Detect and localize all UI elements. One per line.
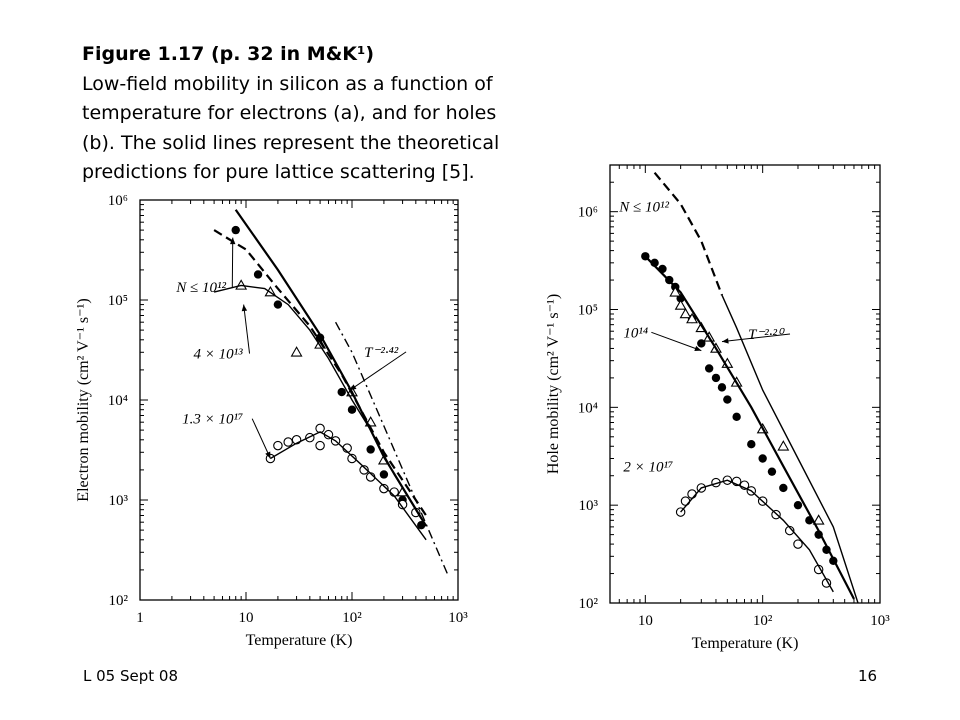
caption-title: Figure 1.17 (p. 32 in M&K¹)	[82, 43, 375, 65]
annotation-arrow	[651, 331, 702, 352]
annotation-arrow	[243, 304, 251, 354]
data-point-open-circle	[379, 483, 389, 494]
annotation-arrowhead	[349, 384, 357, 391]
data-point-open-triangle	[290, 346, 303, 357]
data-point-open-triangle	[669, 286, 682, 297]
curve-dash-dot	[334, 321, 449, 575]
y-tick-label: 10⁴	[108, 393, 128, 409]
data-point-open-triangle	[679, 307, 692, 319]
data-point-open-circle	[315, 440, 325, 451]
footer-date: L 05 Sept 08	[83, 667, 178, 685]
curve-annotation: N ≤ 10¹²	[618, 200, 669, 216]
data-point-open-triangle	[777, 440, 790, 451]
annotation-arrow	[349, 351, 407, 391]
data-point-filled-circle	[793, 500, 803, 510]
x-tick-label: 10	[638, 613, 653, 629]
annotation-arrowhead	[265, 451, 271, 459]
curve-solid	[721, 294, 859, 603]
data-point-filled-circle	[711, 373, 721, 383]
y-tick-label: 10³	[109, 493, 129, 509]
y-tick-label: 10²	[579, 596, 599, 612]
data-point-filled-circle	[253, 270, 263, 279]
data-point-filled-circle	[723, 395, 732, 404]
data-point-filled-circle	[273, 300, 283, 309]
x-tick-label: 10²	[342, 610, 362, 626]
x-axis-label: Temperature (K)	[246, 632, 353, 649]
data-point-open-circle	[784, 525, 795, 536]
data-point-open-circle	[273, 440, 283, 451]
curve-annotation: 4 × 10¹³	[194, 347, 244, 363]
annotation-arrowhead	[229, 237, 236, 245]
data-point-open-circle	[359, 465, 369, 475]
annotation-arrow	[721, 333, 791, 343]
data-point-open-triangle	[686, 312, 698, 324]
x-tick-label: 10	[239, 610, 254, 626]
curve-annotation: 2 × 10¹⁷	[623, 460, 673, 476]
curve-annotation: T⁻²·⁴²	[364, 345, 399, 361]
data-point-filled-circle	[337, 387, 346, 397]
data-point-open-circle	[793, 539, 803, 549]
data-point-open-circle	[680, 496, 691, 506]
slide-number: 16	[858, 667, 878, 685]
y-axis-label: Electron mobility (cm² V⁻¹ s⁻¹)	[75, 298, 92, 501]
data-point-filled-circle	[347, 405, 357, 414]
curve-annotation: 10¹⁴	[623, 325, 648, 341]
curve-solid	[213, 284, 422, 520]
y-tick-label: 10³	[579, 498, 599, 514]
data-point-open-circle	[397, 499, 408, 510]
data-point-filled-circle	[366, 445, 375, 454]
data-point-filled-circle	[767, 467, 777, 476]
x-axis-label: Temperature (K)	[692, 635, 799, 652]
curve-solid	[270, 431, 427, 541]
y-tick-label: 10²	[109, 593, 129, 609]
data-point-open-circle	[347, 453, 357, 464]
annotation-arrowhead	[694, 345, 702, 351]
annotation-arrowhead	[721, 338, 729, 344]
y-tick-label: 10⁶	[578, 205, 598, 221]
curve-annotation: T⁻²·²⁰	[748, 327, 785, 343]
x-tick-label: 10³	[448, 610, 468, 626]
curve-dashed	[213, 229, 428, 517]
figure-caption: Figure 1.17 (p. 32 in M&K¹) Low-field mo…	[82, 40, 602, 188]
curve-annotation: N ≤ 10¹²	[175, 280, 226, 296]
data-point-filled-circle	[779, 483, 788, 493]
curve-solid	[680, 479, 834, 593]
data-point-filled-circle	[732, 412, 741, 422]
caption-line: predictions for pure lattice scattering …	[82, 161, 475, 183]
curve-solid	[234, 209, 428, 527]
curve-solid	[644, 255, 855, 600]
data-point-open-circle	[687, 489, 697, 499]
data-point-filled-circle	[747, 439, 756, 449]
plot-frame	[609, 164, 881, 604]
data-point-open-triangle	[812, 514, 825, 525]
annotation-arrowhead	[241, 304, 248, 312]
data-point-open-circle	[283, 437, 293, 447]
y-tick-label: 10⁶	[108, 193, 128, 209]
y-tick-label: 10⁴	[578, 400, 598, 416]
y-tick-label: 10⁵	[578, 303, 598, 319]
caption-line: Low-field mobility in silicon as a funct…	[82, 72, 493, 95]
data-point-filled-circle	[717, 383, 727, 392]
y-tick-label: 10⁵	[108, 293, 128, 309]
data-point-open-triangle	[674, 299, 687, 310]
caption-line: temperature for electrons (a), and for h…	[82, 102, 497, 124]
data-point-filled-circle	[379, 470, 389, 479]
annotation-arrow	[251, 418, 271, 459]
y-axis-label: Hole mobility (cm² V⁻¹ s⁻¹)	[545, 294, 562, 474]
x-tick-label: 10²	[753, 613, 773, 629]
x-tick-label: 1	[136, 610, 144, 626]
data-point-filled-circle	[758, 454, 767, 463]
plot-frame	[139, 199, 459, 601]
curve-annotation: 1.3 × 10¹⁷	[182, 412, 243, 428]
x-tick-label: 10³	[870, 613, 890, 629]
data-point-filled-circle	[704, 364, 714, 373]
curve-dashed	[653, 171, 724, 296]
data-point-filled-circle	[231, 225, 240, 235]
caption-line: (b). The solid lines represent the theor…	[82, 131, 500, 154]
